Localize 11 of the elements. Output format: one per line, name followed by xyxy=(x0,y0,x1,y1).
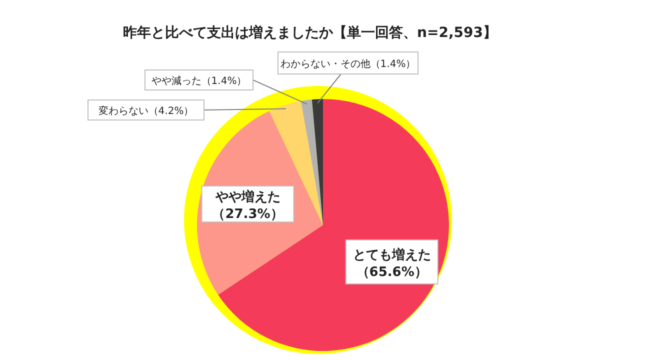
data-label: （27.3%） xyxy=(212,207,284,222)
slice-label: やや増えた xyxy=(214,189,280,206)
data-label: （65.6%） xyxy=(356,264,428,280)
pie-slice xyxy=(300,99,323,225)
slice-label: とても増えた xyxy=(352,246,431,263)
pie-slice xyxy=(269,100,323,225)
slice-label: わからない・その他（1.4%） xyxy=(280,58,416,70)
slice-label: やや減った（1.4%） xyxy=(151,75,247,87)
chart-title: 昨年と比べて支出は増えましたか【単一回答、n=2,593】 xyxy=(122,24,498,42)
slice-label: 変わらない（4.2%） xyxy=(98,105,194,117)
pie-slice xyxy=(312,99,323,225)
